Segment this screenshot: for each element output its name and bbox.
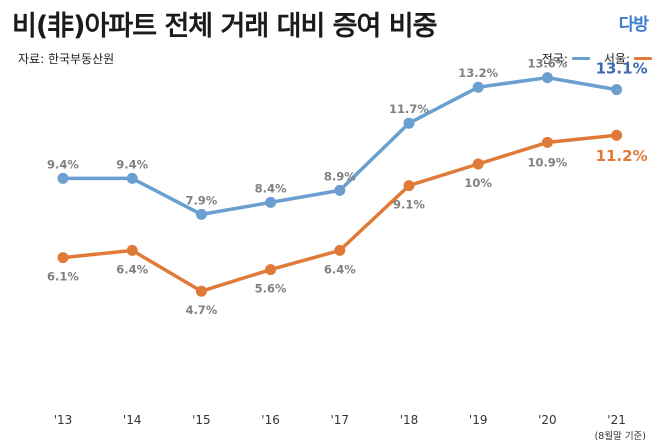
data-point-national — [334, 184, 346, 196]
data-label-national: 8.9% — [324, 169, 356, 183]
data-point-national — [472, 81, 484, 93]
data-label-seoul: 11.2% — [596, 147, 648, 165]
data-label-national: 13.6% — [527, 57, 567, 71]
data-label-national: 13.2% — [458, 66, 498, 80]
data-point-seoul — [472, 158, 484, 170]
x-tick-label: '17 — [331, 413, 350, 427]
data-label-national: 9.4% — [47, 157, 79, 171]
legend-swatch-seoul — [634, 57, 652, 60]
data-point-national — [57, 172, 69, 184]
x-tick-label: '13 — [54, 413, 73, 427]
x-tick-label: '16 — [261, 413, 280, 427]
legend-label-seoul: 서울: — [603, 52, 630, 66]
data-point-seoul — [195, 285, 207, 297]
data-label-seoul: 5.6% — [255, 282, 287, 296]
data-label-seoul: 6.4% — [116, 262, 148, 276]
legend-item-seoul: 서울: — [604, 50, 652, 67]
data-label-seoul: 4.7% — [185, 303, 217, 317]
data-point-national — [403, 117, 415, 129]
data-label-national: 9.4% — [116, 157, 148, 171]
data-label-seoul: 10% — [464, 176, 492, 190]
data-point-national — [265, 196, 277, 208]
data-label-seoul: 6.1% — [47, 270, 79, 284]
data-point-seoul — [611, 129, 623, 141]
chart-title: 비(非)아파트 전체 거래 대비 증여 비중 — [12, 11, 437, 42]
data-point-seoul — [265, 264, 277, 276]
data-point-national — [195, 208, 207, 220]
data-label-seoul: 10.9% — [527, 155, 567, 169]
x-tick-label: '21 — [607, 413, 626, 427]
x-tick-label: '20 — [538, 413, 557, 427]
data-label-national: 7.9% — [185, 193, 217, 207]
data-point-national — [126, 172, 138, 184]
data-label-seoul: 6.4% — [324, 262, 356, 276]
x-tick-label: '19 — [469, 413, 488, 427]
data-label-national: 8.4% — [255, 181, 287, 195]
legend: 전국: 서울: — [528, 50, 652, 67]
data-label-national: 13.1% — [596, 60, 648, 78]
x-tick-label: '15 — [192, 413, 211, 427]
x-tick-label: '14 — [123, 413, 142, 427]
data-point-national — [541, 72, 553, 84]
data-point-national — [611, 84, 623, 96]
footnote: (8월말 기준) — [594, 431, 646, 442]
data-label-national: 11.7% — [389, 102, 429, 116]
legend-label-national: 전국: — [541, 52, 568, 66]
data-point-seoul — [57, 252, 69, 264]
data-point-seoul — [334, 244, 346, 256]
legend-item-national: 전국: — [542, 50, 590, 67]
brand-logo: 다방 — [618, 15, 649, 35]
data-point-seoul — [126, 244, 138, 256]
source-note: 자료: 한국부동산원 — [18, 52, 115, 66]
data-point-seoul — [403, 180, 415, 192]
legend-swatch-national — [571, 57, 590, 60]
data-label-seoul: 9.1% — [393, 198, 425, 212]
x-tick-label: '18 — [400, 413, 419, 427]
data-point-seoul — [541, 136, 553, 148]
